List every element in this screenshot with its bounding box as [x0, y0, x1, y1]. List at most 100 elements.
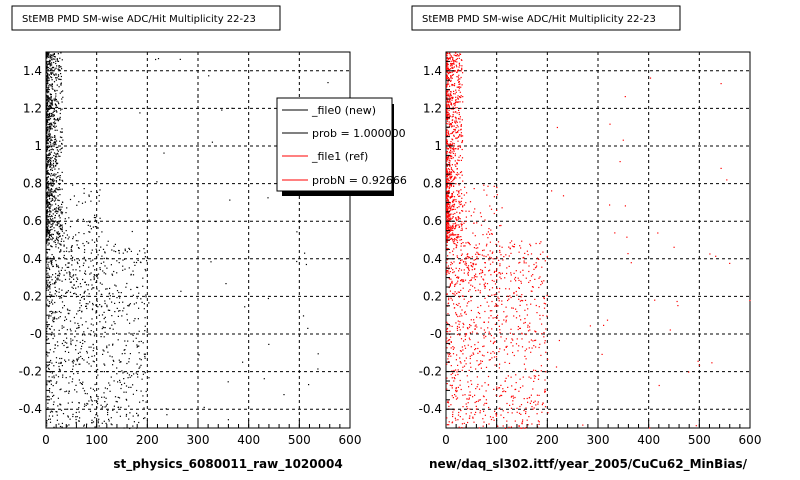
data-point [458, 113, 460, 116]
data-point [493, 185, 495, 187]
data-point [50, 76, 52, 78]
data-point [459, 384, 461, 386]
data-point [77, 352, 79, 354]
data-point [476, 222, 478, 224]
data-point [81, 358, 83, 360]
data-point [47, 104, 49, 106]
data-point [66, 258, 68, 260]
data-point [49, 411, 52, 413]
data-point [450, 167, 452, 169]
data-point [60, 91, 63, 93]
data-point [538, 374, 540, 377]
data-point [474, 328, 476, 330]
data-point [447, 64, 449, 66]
data-point [88, 231, 90, 233]
data-point [498, 408, 500, 410]
data-point [76, 391, 78, 393]
data-point [519, 387, 522, 389]
data-point [78, 325, 80, 327]
data-point [496, 386, 498, 388]
data-point [449, 186, 451, 188]
data-point [55, 140, 58, 142]
data-point [463, 272, 465, 274]
data-point [457, 216, 459, 218]
data-point [50, 124, 52, 126]
data-point [101, 328, 103, 330]
data-point [48, 52, 50, 54]
data-point [79, 417, 81, 419]
data-point [450, 97, 452, 99]
data-point [57, 117, 59, 120]
data-point [454, 93, 456, 95]
data-point [59, 316, 61, 318]
data-point [139, 112, 141, 114]
data-point [84, 341, 86, 343]
legend-label-1: prob = 1.000000 [312, 127, 406, 140]
data-point [456, 55, 458, 57]
data-point [304, 252, 306, 254]
data-point [454, 284, 456, 286]
data-point [133, 421, 135, 423]
data-point [78, 420, 80, 422]
data-point [83, 233, 85, 235]
data-point [128, 418, 130, 420]
data-point [47, 138, 49, 140]
data-point [450, 404, 452, 406]
data-point [461, 279, 463, 281]
data-point [146, 257, 149, 259]
data-point [452, 115, 454, 117]
data-point [449, 98, 451, 100]
data-point [83, 262, 85, 264]
data-point [118, 359, 120, 361]
data-point [447, 199, 450, 201]
data-point [268, 343, 270, 345]
data-point [453, 228, 456, 230]
data-point [450, 144, 452, 146]
data-point [527, 324, 529, 326]
data-point [86, 307, 88, 310]
data-point [144, 317, 146, 319]
data-point [468, 242, 470, 244]
data-point [482, 345, 484, 348]
data-point [462, 322, 464, 324]
data-point [539, 318, 541, 320]
data-point [50, 106, 52, 108]
data-point [488, 317, 490, 319]
data-point [49, 202, 51, 204]
data-point [53, 318, 55, 320]
data-point [522, 376, 524, 378]
data-point [54, 141, 56, 143]
data-point [47, 143, 49, 145]
data-point [144, 355, 146, 358]
data-point [447, 193, 450, 195]
data-point [447, 91, 449, 93]
data-point [130, 274, 132, 276]
data-point [484, 262, 486, 264]
data-point [56, 411, 58, 413]
data-point [53, 166, 55, 168]
data-point [446, 140, 448, 142]
data-point [54, 301, 56, 304]
data-point [49, 162, 52, 165]
data-point [453, 90, 455, 92]
data-point [460, 249, 462, 251]
data-point [511, 245, 514, 247]
data-point [128, 386, 130, 388]
data-point [449, 124, 451, 126]
data-point [49, 291, 51, 293]
data-point [458, 192, 460, 194]
data-point [622, 139, 624, 141]
data-point [72, 236, 74, 238]
data-point [65, 318, 68, 320]
data-point [47, 172, 49, 174]
data-point [111, 315, 113, 317]
data-point [155, 58, 157, 61]
data-point [491, 357, 493, 359]
data-point [487, 321, 490, 323]
data-point [521, 299, 523, 302]
data-point [541, 266, 543, 268]
data-point [96, 298, 98, 300]
data-point [499, 348, 501, 350]
data-point [48, 396, 50, 398]
data-point [649, 77, 652, 79]
